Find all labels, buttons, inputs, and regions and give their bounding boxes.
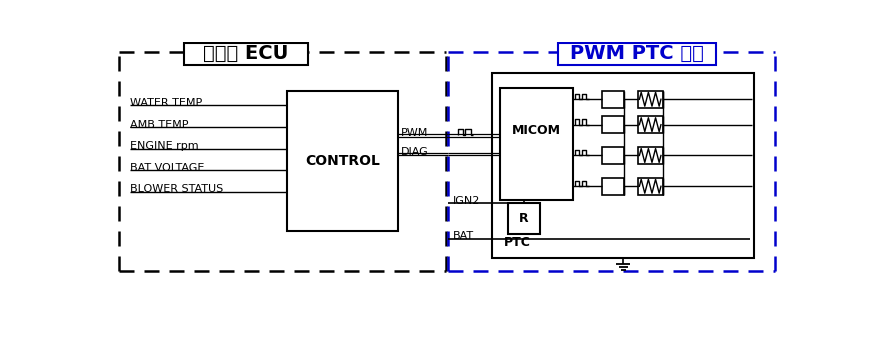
Text: BAT VOLTAGE: BAT VOLTAGE xyxy=(131,163,205,173)
Text: R: R xyxy=(519,212,528,225)
Text: PWM: PWM xyxy=(401,128,428,138)
Text: BLOWER STATUS: BLOWER STATUS xyxy=(131,184,224,194)
Bar xyxy=(603,147,624,164)
Text: DIAG: DIAG xyxy=(401,147,428,157)
Bar xyxy=(603,91,624,108)
Text: ENGINE rpm: ENGINE rpm xyxy=(131,141,199,151)
Bar xyxy=(637,178,663,195)
Text: WATER TEMP: WATER TEMP xyxy=(131,98,202,108)
Bar xyxy=(184,43,308,65)
Bar xyxy=(287,91,399,231)
Bar xyxy=(500,89,573,200)
Bar xyxy=(508,203,540,234)
Bar xyxy=(603,116,624,133)
Bar xyxy=(637,147,663,164)
Bar xyxy=(637,91,663,108)
Bar xyxy=(603,178,624,195)
Text: PTC: PTC xyxy=(504,236,531,249)
Text: PWM PTC 히터: PWM PTC 히터 xyxy=(569,44,704,63)
Text: BAT: BAT xyxy=(453,231,474,241)
Text: CONTROL: CONTROL xyxy=(305,154,380,168)
Bar xyxy=(558,43,716,65)
Text: MICOM: MICOM xyxy=(512,125,561,137)
Text: 자동차 ECU: 자동차 ECU xyxy=(203,44,289,63)
Bar xyxy=(493,73,754,258)
Text: AMB TEMP: AMB TEMP xyxy=(131,120,189,130)
Text: IGN2: IGN2 xyxy=(453,196,480,206)
Bar xyxy=(637,116,663,133)
